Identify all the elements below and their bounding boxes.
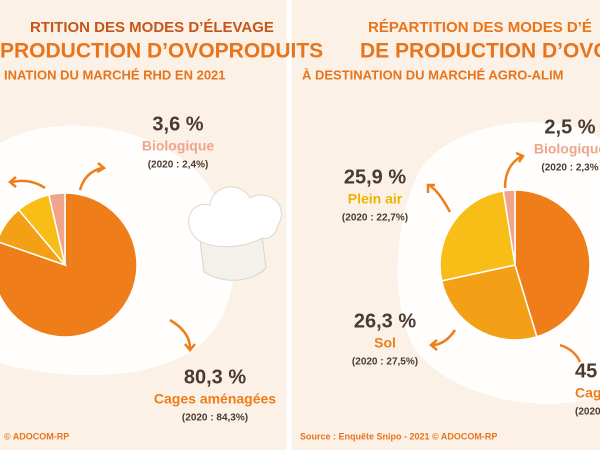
pie-slice (514, 189, 591, 338)
note: (2020 : 84,3%) (182, 413, 248, 424)
category-label: Cages am (575, 385, 600, 401)
value-label: 80,3 % (184, 366, 246, 388)
title-line: DE PRODUCTION D’OVOPRO (360, 40, 600, 63)
pie-slice (440, 264, 538, 341)
note: (2020 : 2,4%) (148, 160, 209, 171)
pie-slice (502, 189, 516, 266)
category-label: Biologique (534, 141, 600, 157)
title-line: À DESTINATION DU MARCHÉ AGRO-ALIM (302, 67, 563, 82)
value-label: 3,6 % (152, 113, 203, 135)
category-label: Biologique (142, 138, 215, 154)
category-label: Cages aménagées (154, 391, 276, 407)
note: (2020 : 4 (575, 407, 600, 418)
title-line: INATION DU MARCHÉ RHD EN 2021 (4, 67, 226, 82)
pie-slice (47, 192, 66, 266)
category-label: Plein air (348, 191, 403, 207)
source: © ADOCOM-RP (4, 431, 69, 441)
title-line: RÉPARTITION DES MODES D’É (368, 19, 592, 36)
note: (2020 : 2,3% (541, 163, 598, 174)
source: Source : Enquête Snipo - 2021 © ADOCOM-R… (300, 431, 497, 441)
pie-slice (439, 190, 516, 282)
category-label: Sol (374, 335, 396, 351)
title-line: RTITION DES MODES D’ÉLEVAGE (30, 19, 274, 36)
title-line: PRODUCTION D’OVOPRODUITS (0, 40, 323, 63)
pie-slice (0, 192, 138, 338)
chef-hat (188, 186, 282, 281)
note: (2020 : 22,7%) (342, 213, 408, 224)
value-label: 26,3 % (354, 310, 416, 332)
note: (2020 : 27,5%) (352, 357, 418, 368)
value-label: 25,9 % (344, 166, 406, 188)
value-label: 2,5 % (544, 116, 595, 138)
value-label: 45 (575, 360, 597, 382)
